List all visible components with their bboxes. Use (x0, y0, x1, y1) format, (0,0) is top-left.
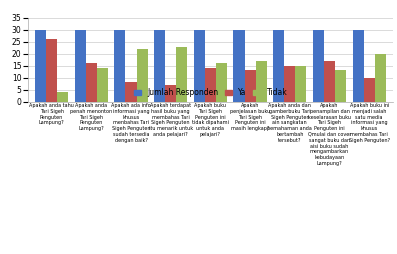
Bar (353, 30, 364, 102)
Bar (324, 61, 335, 102)
Bar (245, 70, 256, 102)
Bar (75, 30, 86, 102)
Legend: Jumlah Responden, Ya, Tidak: Jumlah Responden, Ya, Tidak (132, 87, 289, 99)
Bar (165, 85, 176, 102)
Bar (137, 49, 148, 102)
Bar (284, 66, 295, 102)
Bar (125, 83, 137, 102)
Bar (313, 30, 324, 102)
Bar (46, 39, 57, 102)
Bar (256, 61, 267, 102)
Bar (97, 68, 108, 102)
Bar (176, 46, 187, 102)
Bar (233, 30, 245, 102)
Bar (295, 66, 306, 102)
Bar (194, 30, 205, 102)
Bar (35, 30, 46, 102)
Bar (57, 92, 68, 102)
Bar (205, 68, 216, 102)
Bar (114, 30, 125, 102)
Bar (86, 63, 97, 102)
Bar (364, 78, 375, 102)
Bar (216, 63, 227, 102)
Bar (273, 30, 284, 102)
Bar (154, 30, 165, 102)
Bar (375, 54, 386, 102)
Bar (335, 70, 346, 102)
